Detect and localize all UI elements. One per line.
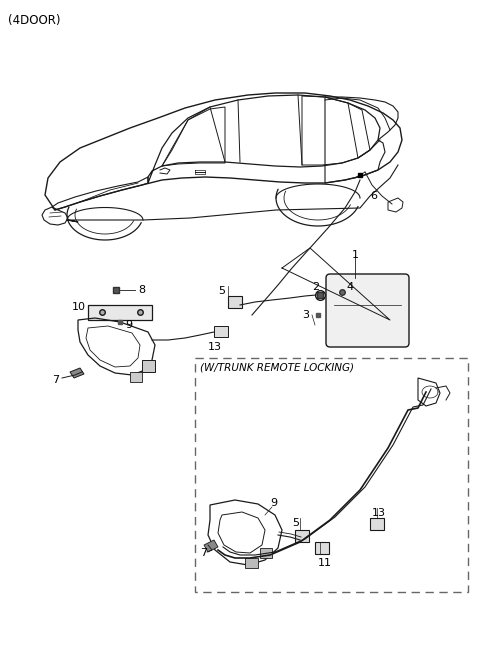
Text: 3: 3 xyxy=(302,310,309,320)
Text: 2: 2 xyxy=(312,282,319,292)
Polygon shape xyxy=(245,558,258,568)
Polygon shape xyxy=(142,360,155,372)
Text: 5: 5 xyxy=(218,286,226,296)
FancyBboxPatch shape xyxy=(326,274,409,347)
Polygon shape xyxy=(315,542,329,554)
Polygon shape xyxy=(260,548,272,558)
Text: 7: 7 xyxy=(200,548,207,558)
Bar xyxy=(195,358,468,592)
Text: 1: 1 xyxy=(351,250,359,260)
Text: (4DOOR): (4DOOR) xyxy=(8,14,60,27)
Text: 10: 10 xyxy=(72,302,86,312)
Text: 6: 6 xyxy=(370,191,377,201)
Text: 9: 9 xyxy=(125,320,132,330)
Text: 13: 13 xyxy=(372,508,386,518)
Text: 11: 11 xyxy=(318,558,332,568)
Polygon shape xyxy=(295,530,309,542)
Polygon shape xyxy=(214,326,228,337)
Text: 9: 9 xyxy=(270,498,277,508)
Polygon shape xyxy=(130,372,142,382)
Polygon shape xyxy=(88,305,152,320)
Polygon shape xyxy=(70,368,84,378)
Text: 4: 4 xyxy=(346,282,353,292)
Text: 13: 13 xyxy=(208,342,222,352)
Text: 7: 7 xyxy=(52,375,59,385)
Polygon shape xyxy=(204,540,218,552)
Text: 8: 8 xyxy=(138,285,145,295)
Text: 5: 5 xyxy=(292,518,300,528)
Text: (W/TRUNK REMOTE LOCKING): (W/TRUNK REMOTE LOCKING) xyxy=(200,363,354,373)
Polygon shape xyxy=(370,518,384,530)
Polygon shape xyxy=(228,296,242,308)
